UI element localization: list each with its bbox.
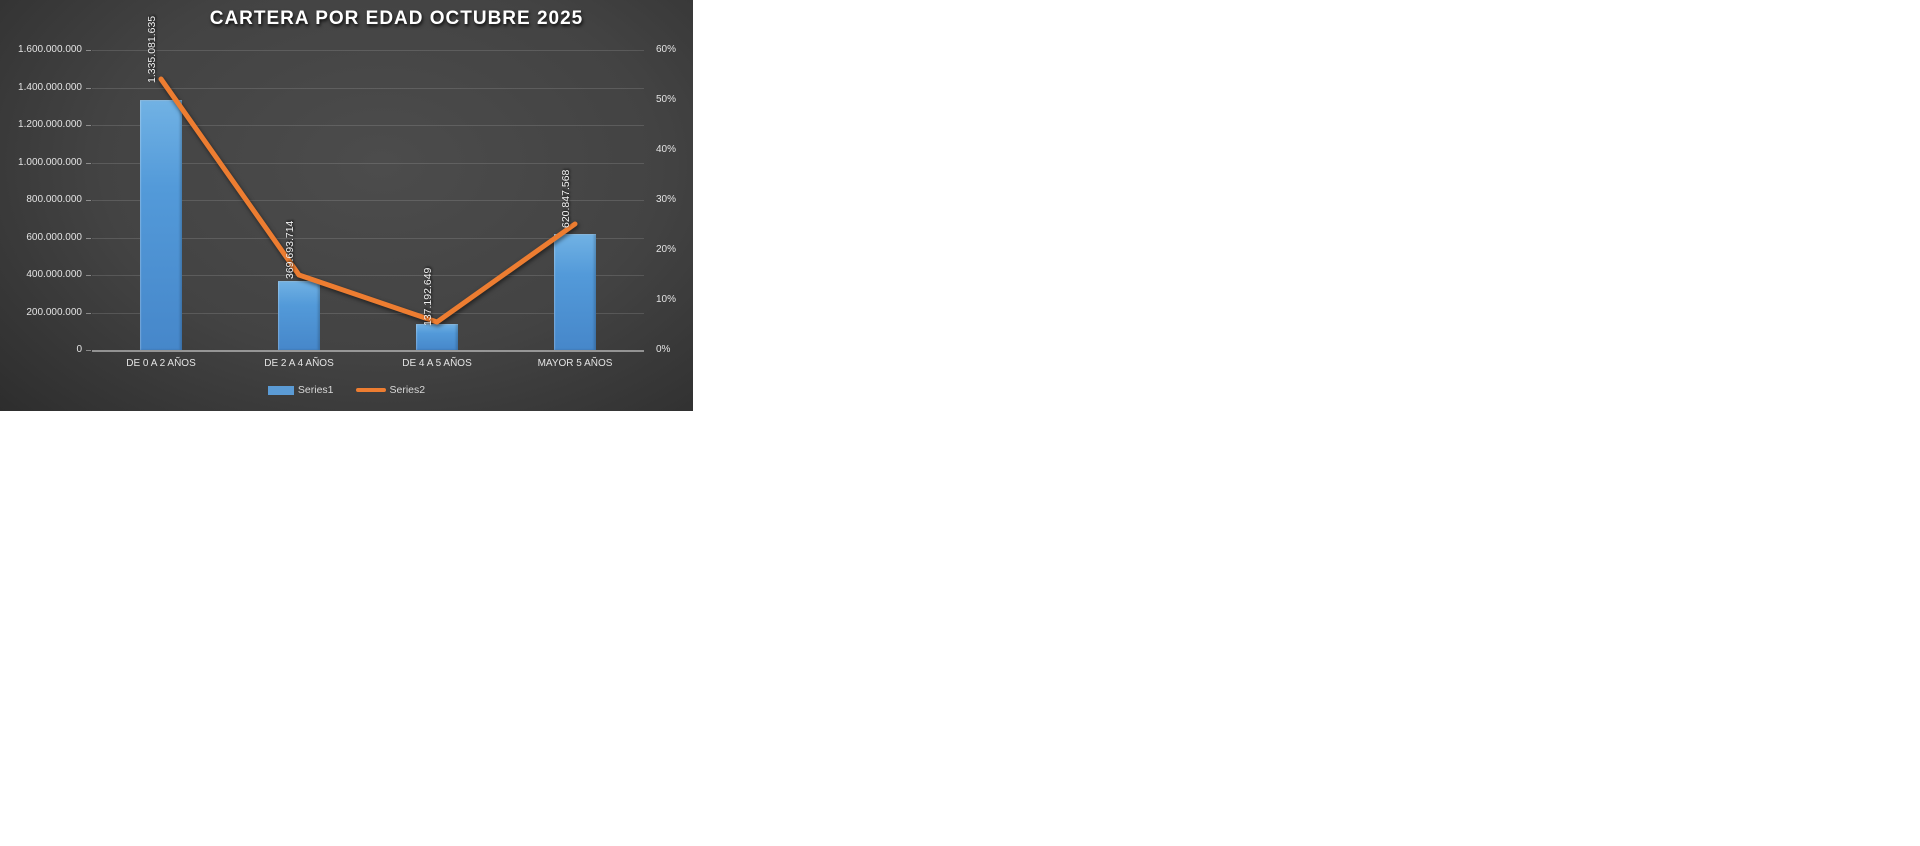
y-axis-left-tick-mark [86,50,91,51]
bar-series1-cat1[interactable] [140,99,182,350]
y-axis-left-tick-label: 600.000.000 [26,231,82,243]
y-axis-right-tick-label: 60% [656,44,677,55]
y-axis-left-tick-mark [86,275,91,276]
bar-series1-cat2[interactable] [278,280,320,350]
legend-label: Series1 [297,384,334,396]
y-axis-left-tick-mark [86,350,91,351]
cartera-por-edad-chart[interactable]: CARTERA POR EDAD OCTUBRE 2025 1.600.000.… [0,0,693,411]
y-axis-right-tick-label: 30% [656,194,677,205]
line-swatch-icon [355,388,386,392]
data-label-series1-cat3: 137.192.649 [422,267,434,326]
chart-title: CARTERA POR EDAD OCTUBRE 2025 [209,8,584,29]
y-axis-left-tick-label: 1.400.000.000 [18,81,82,93]
y-axis-left-tick-label: 800.000.000 [26,194,82,205]
x-axis-category-label: MAYOR 5 AÑOS [537,358,613,369]
horizontal-gridline [92,87,644,89]
legend-item-series1[interactable]: Series1 [267,384,334,396]
y-axis-left-tick-mark [86,125,91,126]
y-axis-left-tick-label: 1.000.000.000 [18,156,82,168]
y-axis-right-tick-label: 0% [656,344,671,355]
y-axis-left-tick-label: 1.600.000.000 [18,44,82,55]
bar-series1-cat3[interactable] [416,324,458,350]
y-axis-left-tick-mark [86,237,91,239]
y-axis-left-tick-mark [86,312,91,314]
y-axis-left-tick-mark [86,87,91,89]
legend-label: Series2 [389,384,426,396]
x-axis-line [92,350,644,352]
horizontal-gridline [92,50,644,51]
chart-legend: Series1 Series2 [0,384,693,396]
x-axis-category-label: DE 4 A 5 AÑOS [402,358,472,369]
y-axis-left-tick-label: 400.000.000 [26,269,82,280]
y-axis-left-tick-mark [86,162,91,164]
x-axis-category-label: DE 0 A 2 AÑOS [126,358,196,369]
x-axis-category-label: DE 2 A 4 AÑOS [264,358,334,369]
bar-series1-cat4[interactable] [554,233,596,350]
y-axis-right-tick-label: 10% [656,294,677,305]
y-axis-left-tick-label: 200.000.000 [26,306,82,318]
y-axis-left-tick-label: 0 [76,344,82,355]
y-axis-right-tick-label: 50% [656,94,677,105]
y-axis-right-tick-label: 40% [656,144,677,155]
y-axis-right-tick-label: 20% [656,244,677,255]
data-label-series1-cat2: 369.693.714 [284,220,296,279]
data-label-series1-cat1: 1.335.081.635 [146,15,158,83]
data-label-series1-cat4: 620.847.568 [560,169,572,228]
bar-swatch-icon [267,385,294,395]
y-axis-left-tick-mark [86,200,91,201]
y-axis-left-tick-label: 1.200.000.000 [18,119,82,130]
legend-item-series2[interactable]: Series2 [355,384,426,396]
